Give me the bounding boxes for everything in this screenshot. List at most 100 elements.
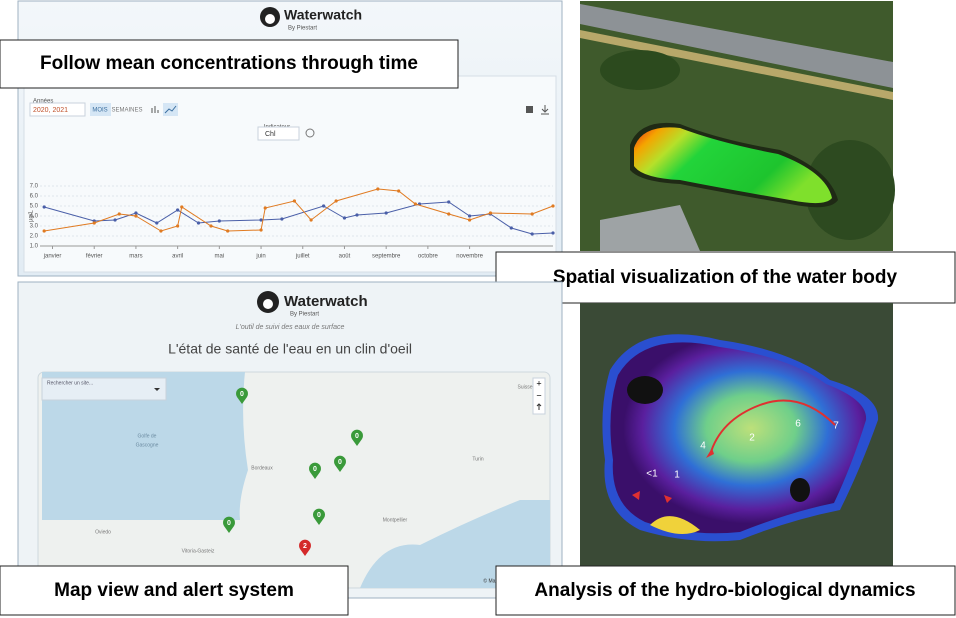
x-tick-label: janvier xyxy=(43,254,62,260)
logo: Waterwatch xyxy=(284,293,368,310)
alert-marker[interactable] xyxy=(236,387,249,404)
indicator-value: Chl xyxy=(265,131,276,138)
marker-label: 0 xyxy=(240,391,244,398)
zoom-in[interactable]: + xyxy=(536,378,541,388)
y-tick-label: 2.0 xyxy=(30,234,39,240)
place-label: Vitoria-Gasteiz xyxy=(182,548,215,554)
marker-label: 2 xyxy=(303,543,307,550)
arrowhead xyxy=(706,448,714,458)
alert-marker[interactable] xyxy=(309,462,321,479)
data-point xyxy=(159,229,163,233)
data-point xyxy=(334,199,338,203)
place-label: Bordeaux xyxy=(251,465,273,471)
data-point xyxy=(113,218,117,222)
data-point xyxy=(117,212,121,216)
data-point xyxy=(309,218,313,222)
deep-zone xyxy=(627,376,663,404)
data-point xyxy=(376,187,380,191)
mode-month: MOIS xyxy=(92,108,107,114)
save-icon[interactable] xyxy=(526,106,533,113)
marker-label: 0 xyxy=(355,433,359,440)
caption-box xyxy=(0,39,459,89)
caption-box xyxy=(0,565,349,616)
marker-label: 0 xyxy=(317,512,321,519)
y-tick-label: 3.0 xyxy=(30,224,39,230)
data-point xyxy=(551,231,555,235)
caption: Follow mean concentrations through time xyxy=(40,53,418,74)
download-icon[interactable] xyxy=(541,105,549,115)
hydro-panel: <1 1 2 4 6 7 xyxy=(580,303,893,566)
marker-label: 0 xyxy=(338,459,342,466)
zoom-out[interactable]: − xyxy=(536,390,541,400)
data-point xyxy=(209,224,213,228)
data-point xyxy=(134,214,138,218)
years-select[interactable] xyxy=(29,102,86,117)
logo-sub: By Piestart xyxy=(290,312,319,318)
bar-toggle-icon[interactable] xyxy=(151,106,159,113)
zone-label: 4 xyxy=(700,441,706,452)
hotspot xyxy=(650,516,700,534)
data-point xyxy=(530,212,534,216)
mode-month-button[interactable] xyxy=(90,103,111,116)
forest xyxy=(600,50,680,90)
arrowhead xyxy=(632,491,672,503)
add-indicator[interactable] xyxy=(305,128,315,138)
logo-icon-inner xyxy=(265,14,275,24)
data-point xyxy=(355,213,359,217)
data-point xyxy=(259,228,263,232)
place-label: Suisse xyxy=(517,384,532,390)
caption: Spatial visualization of the water body xyxy=(553,267,898,288)
highway xyxy=(580,4,893,88)
logo-sub: By Piestart xyxy=(288,26,317,32)
alert-marker[interactable] xyxy=(351,429,363,446)
alert-marker[interactable] xyxy=(333,455,347,472)
road-verge xyxy=(580,30,893,100)
indicator-select[interactable] xyxy=(257,126,300,141)
data-point xyxy=(280,217,284,221)
y-tick-label: 5.0 xyxy=(30,204,39,210)
mode-week[interactable]: SEMAINES xyxy=(111,108,142,114)
buildings xyxy=(600,205,700,251)
zone-label: 7 xyxy=(833,421,839,432)
compass[interactable] xyxy=(536,403,542,410)
markers: 0 0 0 0 0 0 2 xyxy=(222,387,363,556)
search-box[interactable] xyxy=(41,377,167,401)
y-tick-label: 4.0 xyxy=(30,214,39,220)
caption-box xyxy=(495,565,956,616)
data-point xyxy=(384,211,388,215)
zone-label: 1 xyxy=(674,470,680,481)
data-point xyxy=(292,199,297,203)
line-toggle-icon xyxy=(164,105,177,114)
caption-box xyxy=(495,251,956,304)
data-point xyxy=(488,211,493,215)
data-point xyxy=(42,205,46,209)
caption: Map view and alert system xyxy=(54,580,294,601)
data-point xyxy=(467,214,472,218)
x-tick-label: novembre xyxy=(456,254,483,260)
x-tick-label: avril xyxy=(172,254,183,260)
zone-label: 2 xyxy=(749,433,755,444)
alert-marker[interactable] xyxy=(299,539,312,556)
x-tick-label: septembre xyxy=(372,254,401,260)
data-point xyxy=(42,229,46,233)
caption: Analysis of the hydro-biological dynamic… xyxy=(534,580,915,601)
zone-label: 6 xyxy=(795,419,801,430)
x-tick-label: mars xyxy=(129,254,142,260)
data-point xyxy=(196,221,201,225)
data-point xyxy=(342,216,347,220)
years-value: 2020, 2021 xyxy=(33,107,68,114)
data-point xyxy=(226,229,230,233)
data-point xyxy=(447,200,451,204)
data-point xyxy=(176,224,180,228)
data-point xyxy=(447,212,451,216)
alert-marker[interactable] xyxy=(222,516,235,533)
alert-marker[interactable] xyxy=(313,508,326,525)
y-tick-label: 6.0 xyxy=(30,194,39,200)
years-label: Années xyxy=(33,99,53,105)
marker-label: 0 xyxy=(227,520,231,527)
satellite-panel xyxy=(580,1,895,251)
lake-heatmap xyxy=(634,127,832,204)
data-point xyxy=(176,208,180,212)
